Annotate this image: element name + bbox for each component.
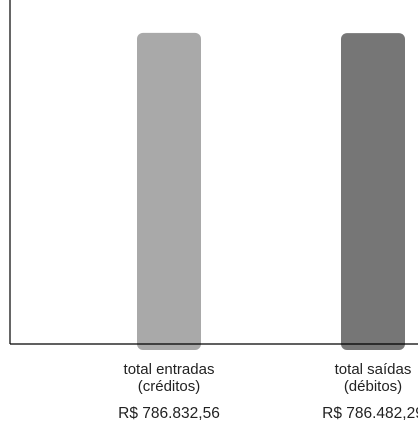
category-label-2-line-1: total saídas [335, 361, 412, 378]
labels-group: total entradas(créditos) R$ 786.832,56 tot… [118, 361, 418, 422]
category-label-2-line-2: (débitos) [344, 378, 402, 395]
value-label-1: R$ 786.832,56 [118, 405, 220, 422]
bar-2 [341, 33, 405, 351]
bars-group [137, 32, 405, 351]
category-label-1-line-2: (créditos) [138, 378, 201, 395]
category-label-1-line-1: total entradas [124, 361, 215, 378]
value-label-2: R$ 786.482,29 [322, 405, 418, 422]
bar-1 [137, 32, 201, 350]
